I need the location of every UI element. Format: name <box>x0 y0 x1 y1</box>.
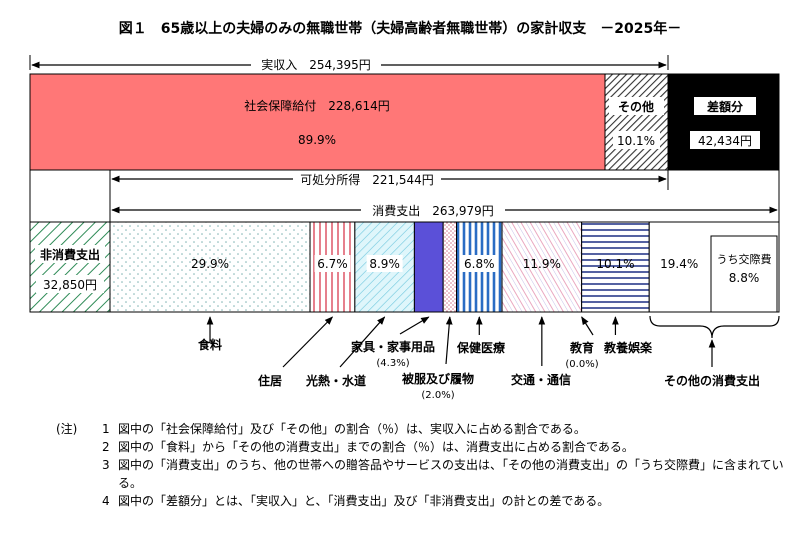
callout-arrow-4 <box>399 316 430 335</box>
bar-consumption-1 <box>109 221 311 313</box>
bar-consumption-label-9: 10.1% <box>596 257 634 271</box>
income-span: 実収入 254,395円 <box>29 55 669 72</box>
bar-consumption-label-7: 11.9% <box>523 257 561 271</box>
bar-non-consumption-value: 32,850円 <box>43 278 97 292</box>
bar-consumption-4 <box>413 221 444 313</box>
note-number: 4 <box>102 494 110 508</box>
bar-consumption-5 <box>442 221 458 313</box>
callout-arrow-8 <box>581 316 594 336</box>
bar-other-income-label: その他 <box>618 99 654 114</box>
notes-heading: (注) <box>56 422 78 436</box>
bar-non-consumption-label: 非消費支出 <box>40 247 100 262</box>
bar-deficit-value: 42,434円 <box>698 134 752 148</box>
callout-label-1: 食料 <box>197 337 222 352</box>
callout-label-5: 被服及び履物 <box>402 371 474 386</box>
callout-label-10: その他の消費支出 <box>664 373 760 388</box>
bar-other-income <box>604 73 669 171</box>
callout-label-4: 家具・家事用品 <box>351 339 435 354</box>
chart-title: 図１ 65歳以上の夫婦のみの無職世帯（夫婦高齢者無職世帯）の家計収支 －2025… <box>119 20 681 37</box>
callout-label-2: 住居 <box>258 373 282 388</box>
consumption-total-label: 消費支出 263,979円 <box>372 203 494 218</box>
callout-label-3: 光熱・水道 <box>305 373 366 388</box>
other-consumption-brace <box>649 315 780 339</box>
bar-social-security-label: 社会保障給付 228,614円 <box>244 98 390 113</box>
note-text: 図中の「社会保障給付」及び「その他」の割合（％）は、実収入に占める割合である。 <box>118 422 586 436</box>
bar-deficit-label: 差額分 <box>706 99 743 114</box>
note-number: 1 <box>102 422 110 436</box>
callout-arrow-3 <box>339 316 386 368</box>
callout-sub-4: (4.3%) <box>376 358 409 369</box>
disposable-income-label: 可処分所得 221,544円 <box>300 172 434 187</box>
bar-deficit <box>667 73 780 171</box>
note-4: 4 図中の「差額分」とは、「実収入」と、「消費支出」及び「非消費支出」の計との差… <box>56 492 796 510</box>
note-2: 2 図中の「食料」から「その他の消費支出」までの割合（％）は、消費支出に占める割… <box>56 438 796 456</box>
inner-box-value: 8.8% <box>729 271 760 285</box>
bar-social-security-share: 89.9% <box>298 133 336 147</box>
bar-consumption-label-1: 29.9% <box>191 257 229 271</box>
callout-label-6: 保健医療 <box>456 340 505 355</box>
income-total-label: 実収入 254,395円 <box>261 57 371 72</box>
note-number: 3 <box>102 458 110 472</box>
consumption-span: 消費支出 263,979円 <box>111 202 778 218</box>
bar-social-security <box>29 73 606 171</box>
callout-label-7: 交通・通信 <box>511 372 571 387</box>
callout-arrow-5 <box>445 316 453 365</box>
bar-consumption-label-3: 8.9% <box>369 257 400 271</box>
bar-consumption-9 <box>581 221 650 313</box>
note-text: 図中の「差額分」とは、「実収入」と、「消費支出」及び「非消費支出」の計との差であ… <box>118 494 610 508</box>
note-3: 3 図中の「消費支出」のうち、他の世帯への贈答品やサービスの支出は、「その他の消… <box>56 456 796 492</box>
note-text: 図中の「消費支出」のうち、他の世帯への贈答品やサービスの支出は、「その他の消費支… <box>118 458 784 490</box>
bar-consumption-label-10: 19.4% <box>660 257 698 271</box>
bar-non-consumption <box>29 221 111 313</box>
bar-consumption-3 <box>354 221 415 313</box>
note-1: (注) 1 図中の「社会保障給付」及び「その他」の割合（％）は、実収入に占める割… <box>56 420 796 438</box>
callout-arrow-2 <box>282 316 334 368</box>
bar-consumption-label-2: 6.7% <box>317 257 348 271</box>
household-budget-chart: 図１ 65歳以上の夫婦のみの無職世帯（夫婦高齢者無職世帯）の家計収支 －2025… <box>29 20 780 401</box>
note-text: 図中の「食料」から「その他の消費支出」までの割合（％）は、消費支出に占める割合で… <box>118 440 634 454</box>
inner-box-label: うち交際費 <box>717 252 772 266</box>
note-number: 2 <box>102 440 110 454</box>
bar-other-income-share: 10.1% <box>617 134 655 148</box>
callout-sub-5: (2.0%) <box>421 390 454 401</box>
notes: (注) 1 図中の「社会保障給付」及び「その他」の割合（％）は、実収入に占める割… <box>56 420 796 510</box>
bar-consumption-label-6: 6.8% <box>464 257 495 271</box>
callout-label-8: 教育 <box>569 340 594 355</box>
disposable-income-span: 可処分所得 221,544円 <box>111 171 667 187</box>
callout-label-9: 教養娯楽 <box>603 340 653 355</box>
inner-box-social-expenses: うち交際費 8.8% <box>710 235 778 313</box>
callout-sub-8: (0.0%) <box>565 359 598 370</box>
